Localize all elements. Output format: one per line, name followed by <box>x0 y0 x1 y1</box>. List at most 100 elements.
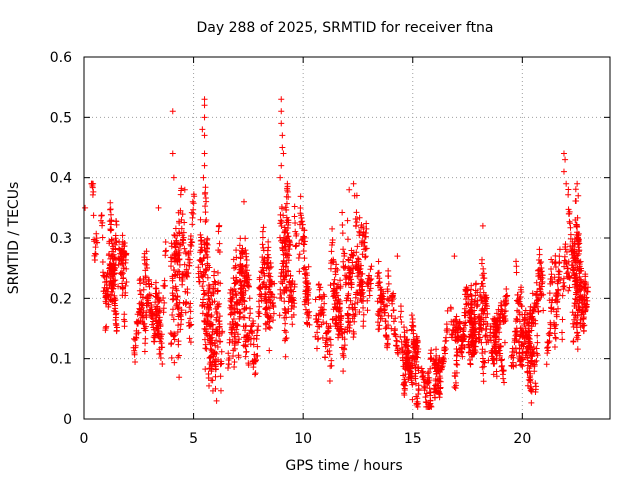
data-point <box>170 174 177 181</box>
data-point <box>142 274 149 281</box>
data-point <box>136 287 143 294</box>
data-point <box>249 322 256 329</box>
data-point <box>557 276 564 283</box>
data-point <box>454 361 461 368</box>
data-point <box>360 304 367 311</box>
data-point <box>356 229 363 236</box>
data-point <box>403 327 410 334</box>
data-point <box>204 254 211 261</box>
data-point <box>412 355 419 362</box>
data-point <box>492 348 499 355</box>
data-point <box>298 214 305 221</box>
data-points <box>82 96 591 410</box>
data-point <box>239 263 246 270</box>
data-point <box>480 265 487 272</box>
data-point <box>341 329 348 336</box>
data-point <box>320 319 327 326</box>
data-point <box>278 294 285 301</box>
data-point <box>315 281 322 288</box>
data-point <box>296 268 303 275</box>
data-point <box>251 371 258 378</box>
data-point <box>263 283 270 290</box>
data-point <box>317 284 324 291</box>
data-point <box>240 291 247 298</box>
data-point <box>572 186 579 193</box>
data-point <box>152 285 159 292</box>
data-point <box>347 266 354 273</box>
data-point <box>233 292 240 299</box>
data-point <box>357 281 364 288</box>
data-point <box>205 382 212 389</box>
data-point <box>340 354 347 361</box>
data-point <box>216 313 223 320</box>
data-point <box>522 325 529 332</box>
data-point <box>278 218 285 225</box>
data-point <box>518 361 525 368</box>
chart-title: Day 288 of 2025, SRMTID for receiver ftn… <box>196 20 493 36</box>
data-point <box>280 251 287 258</box>
data-point <box>207 354 214 361</box>
data-point <box>345 280 352 287</box>
data-point <box>549 296 556 303</box>
data-point <box>375 269 382 276</box>
data-point <box>212 342 219 349</box>
data-point <box>103 293 110 300</box>
data-point <box>578 277 585 284</box>
data-point <box>260 247 267 254</box>
data-point <box>322 354 329 361</box>
data-point <box>453 382 460 389</box>
data-point <box>246 276 253 283</box>
data-point <box>566 284 573 291</box>
data-point <box>425 379 432 386</box>
data-point <box>205 304 212 311</box>
data-point <box>168 340 175 347</box>
data-point <box>233 279 240 286</box>
data-point <box>397 303 404 310</box>
data-point <box>559 329 566 336</box>
data-point <box>302 266 309 273</box>
data-point <box>354 273 361 280</box>
data-point <box>209 289 216 296</box>
data-point <box>228 302 235 309</box>
data-point <box>265 254 272 261</box>
data-point <box>546 338 553 345</box>
data-point <box>570 338 577 345</box>
data-point <box>170 295 177 302</box>
data-point <box>533 300 540 307</box>
data-point <box>266 270 273 277</box>
data-point <box>320 306 327 313</box>
data-point <box>346 274 353 281</box>
data-point <box>495 306 502 313</box>
data-point <box>280 263 287 270</box>
data-point <box>525 320 532 327</box>
data-point <box>132 359 139 366</box>
data-point <box>198 244 205 251</box>
data-point <box>575 192 582 199</box>
data-point <box>345 290 352 297</box>
data-point <box>199 126 206 133</box>
data-point <box>175 352 182 359</box>
data-point <box>572 216 579 223</box>
data-point <box>239 268 246 275</box>
data-point <box>278 96 285 103</box>
data-point <box>200 296 207 303</box>
data-point <box>412 375 419 382</box>
data-point <box>529 290 536 297</box>
data-point <box>180 239 187 246</box>
data-point <box>175 338 182 345</box>
data-point <box>279 132 286 139</box>
data-point <box>316 310 323 317</box>
data-point <box>552 335 559 342</box>
data-point <box>242 275 249 282</box>
data-point <box>305 285 312 292</box>
data-point <box>287 296 294 303</box>
data-point <box>285 233 292 240</box>
data-point <box>185 251 192 258</box>
data-point <box>459 345 466 352</box>
data-point <box>256 303 263 310</box>
data-point <box>292 219 299 226</box>
data-point <box>283 260 290 267</box>
data-point <box>479 222 486 229</box>
data-point <box>173 287 180 294</box>
data-point <box>225 365 232 372</box>
